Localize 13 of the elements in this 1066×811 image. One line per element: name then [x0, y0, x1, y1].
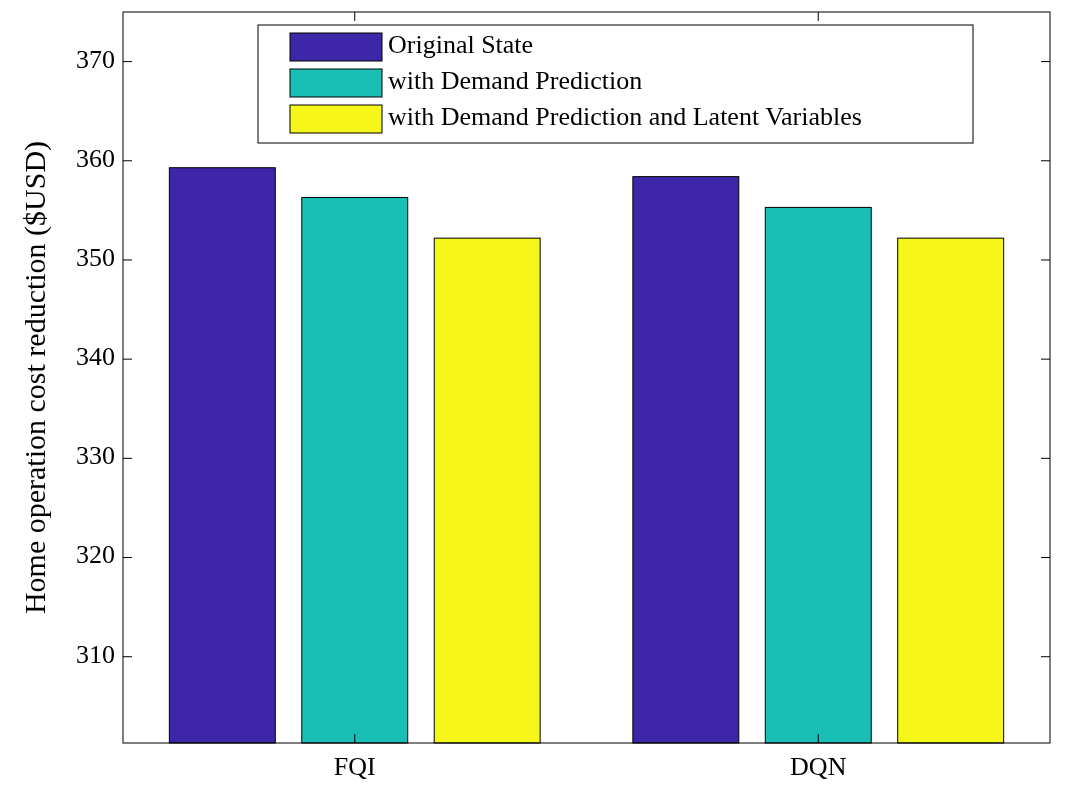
- x-tick-label: DQN: [790, 752, 847, 781]
- y-tick-label: 340: [76, 342, 115, 372]
- legend-label: with Demand Prediction and Latent Variables: [388, 101, 862, 131]
- legend-label: Original State: [388, 29, 534, 59]
- y-tick-label: 310: [76, 639, 115, 669]
- y-tick-label: 360: [76, 143, 115, 173]
- x-tick-label: FQI: [333, 752, 376, 781]
- y-axis-title: Home operation cost reduction ($USD): [17, 140, 52, 615]
- y-tick-label: 350: [76, 242, 115, 272]
- y-tick-label: 330: [76, 441, 115, 471]
- legend-label: with Demand Prediction: [388, 65, 643, 95]
- y-tick-label: 320: [76, 540, 115, 570]
- y-tick-label: 370: [76, 44, 115, 74]
